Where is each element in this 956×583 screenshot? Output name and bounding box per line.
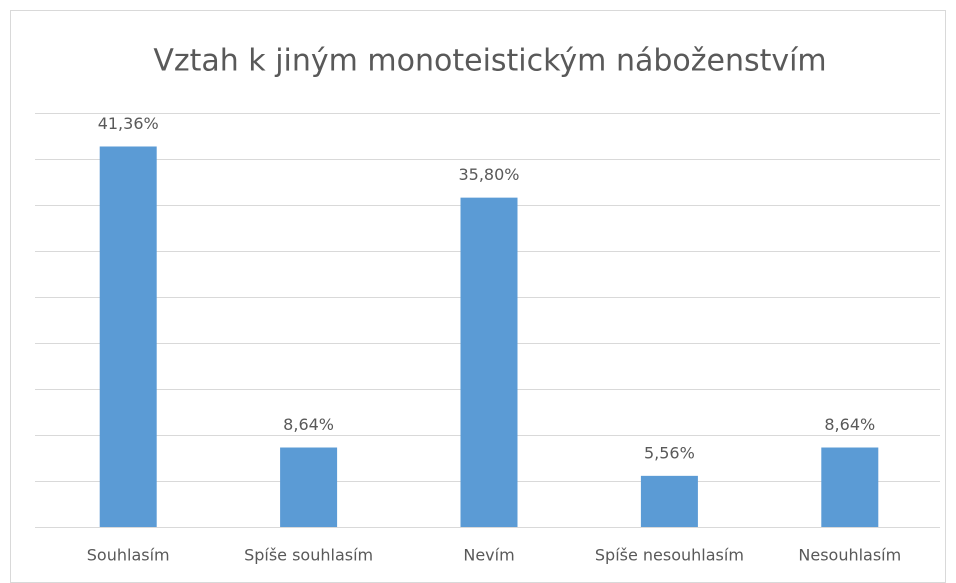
x-tick-label: Spíše nesouhlasím — [595, 546, 744, 565]
data-label: 8,64% — [283, 415, 334, 434]
x-tick-label: Souhlasím — [87, 546, 170, 565]
data-label: 41,36% — [98, 114, 159, 133]
data-label: 5,56% — [644, 443, 695, 462]
bar — [460, 197, 518, 527]
data-label: 35,80% — [458, 165, 519, 184]
chart-title: Vztah k jiným monoteistickým náboženství… — [153, 44, 826, 79]
data-label: 8,64% — [824, 415, 875, 434]
x-tick-label: Nesouhlasím — [798, 546, 901, 565]
x-tick-label: Spíše souhlasím — [244, 546, 373, 565]
bar — [821, 447, 879, 527]
bar — [640, 475, 698, 527]
bar — [99, 146, 157, 527]
bar — [280, 447, 338, 527]
x-tick-label: Nevím — [463, 546, 514, 565]
